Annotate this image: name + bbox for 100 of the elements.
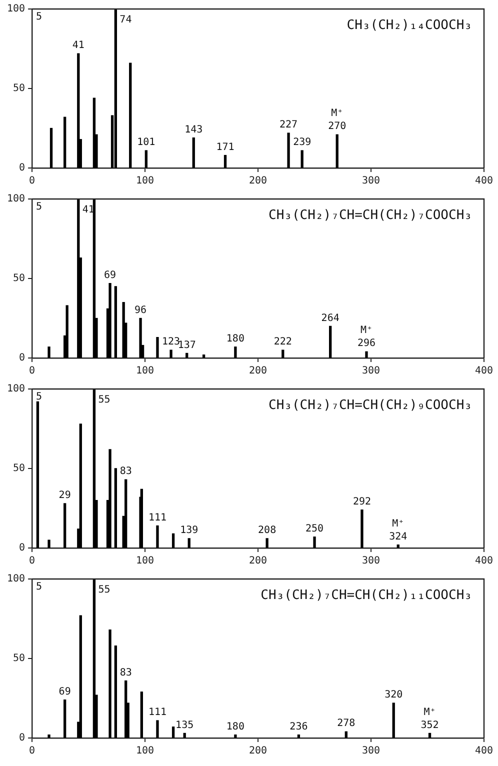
bar (79, 424, 82, 548)
bar (63, 700, 66, 738)
annotation: 55 (98, 584, 110, 596)
bar (66, 305, 68, 358)
annotation: 69 (104, 270, 116, 281)
bar (329, 326, 332, 358)
annotation: 29 (58, 490, 71, 502)
bar (48, 734, 50, 738)
y-tick-label: 100 (7, 4, 26, 15)
bar (144, 150, 148, 168)
bar (313, 536, 316, 548)
annotation: M⁺ (424, 706, 436, 718)
bar (300, 150, 304, 168)
annotation: M⁺ (331, 108, 344, 120)
x-tick-label: 100 (136, 556, 154, 567)
bar (392, 702, 395, 738)
bar (287, 132, 290, 168)
bar (360, 510, 364, 548)
y-tick-label: 100 (7, 384, 26, 395)
bar (202, 354, 206, 358)
bar (63, 116, 66, 168)
bar (129, 62, 132, 168)
bar (266, 538, 268, 548)
annotation: 83 (120, 667, 132, 678)
annotation: 296 (357, 338, 376, 350)
x-tick-label: 100 (136, 366, 154, 377)
x-tick-label: 300 (362, 366, 380, 377)
annotation: M⁺ (360, 325, 373, 336)
bar (114, 286, 117, 358)
annotation: 123 (162, 336, 180, 348)
annotation: 83 (120, 466, 132, 478)
annotation: 278 (337, 718, 356, 730)
bar (77, 199, 80, 358)
annotation: 208 (258, 525, 276, 536)
annotation: 270 (328, 121, 346, 132)
annotation: 171 (216, 142, 234, 153)
bar (234, 346, 237, 358)
y-tick-label: 0 (19, 352, 26, 364)
x-tick-label: 300 (362, 176, 380, 187)
bar (156, 337, 159, 358)
annotation: 324 (389, 531, 408, 542)
x-tick-label: 400 (474, 746, 494, 757)
annotation: 111 (148, 512, 167, 524)
annotation: 69 (58, 686, 71, 698)
x-tick-label: 100 (136, 176, 154, 187)
annotation: 111 (148, 707, 167, 718)
bar (124, 680, 128, 738)
text: CH₃(CH₂)₇CH=CH(CH₂)₉COOCH₃ (268, 398, 472, 413)
bar (172, 726, 175, 738)
annotation: 180 (226, 333, 244, 344)
x-tick-label: 300 (362, 746, 380, 757)
annotation: 352 (420, 720, 439, 731)
annotation: 222 (274, 336, 292, 348)
annotation: 135 (176, 720, 194, 731)
annotation: 5 (36, 582, 42, 593)
annotation: 74 (120, 14, 132, 26)
bar (140, 692, 143, 738)
y-tick-label: 0 (19, 162, 26, 174)
bar (156, 720, 159, 738)
bar (77, 53, 80, 168)
x-tick-label: 400 (474, 556, 494, 567)
bar (170, 350, 172, 358)
bar (79, 615, 82, 738)
x-tick-label: 200 (249, 746, 268, 757)
y-tick-label: 50 (13, 653, 26, 664)
text: CH₃(CH₂)₁₄COOCH₃ (346, 18, 472, 33)
x-tick-label: 400 (474, 176, 494, 187)
annotation: 5 (36, 392, 42, 403)
y-tick-label: 50 (13, 83, 26, 94)
y-tick-label: 50 (13, 463, 26, 474)
x-tick-label: 0 (29, 746, 36, 757)
y-tick-label: 100 (7, 194, 26, 205)
bar (234, 734, 237, 738)
x-tick-label: 100 (136, 746, 154, 757)
bar (114, 645, 117, 738)
y-tick-label: 50 (13, 273, 26, 284)
x-tick-label: 0 (29, 556, 36, 567)
bar (365, 351, 368, 358)
bar (124, 479, 128, 548)
annotation: 139 (180, 525, 198, 536)
bar (63, 503, 66, 548)
annotation: 320 (384, 690, 403, 701)
y-tick-label: 0 (19, 732, 26, 744)
annotation: 180 (226, 721, 244, 732)
x-tick-label: 200 (249, 556, 268, 567)
x-tick-label: 0 (29, 366, 36, 377)
y-tick-label: 100 (7, 574, 26, 585)
annotation: 96 (134, 304, 147, 316)
bar (114, 468, 117, 548)
annotation: 264 (321, 312, 340, 324)
x-tick-label: 200 (249, 366, 268, 377)
bar (282, 350, 284, 358)
bar (140, 488, 143, 548)
annotation: 236 (290, 721, 308, 732)
annotation: 292 (352, 496, 372, 508)
bar (139, 318, 142, 358)
bar (114, 9, 117, 168)
bar (122, 302, 125, 358)
text: CH₃(CH₂)₇CH=CH(CH₂)₁₁COOCH₃ (260, 588, 472, 603)
bar (336, 134, 338, 168)
